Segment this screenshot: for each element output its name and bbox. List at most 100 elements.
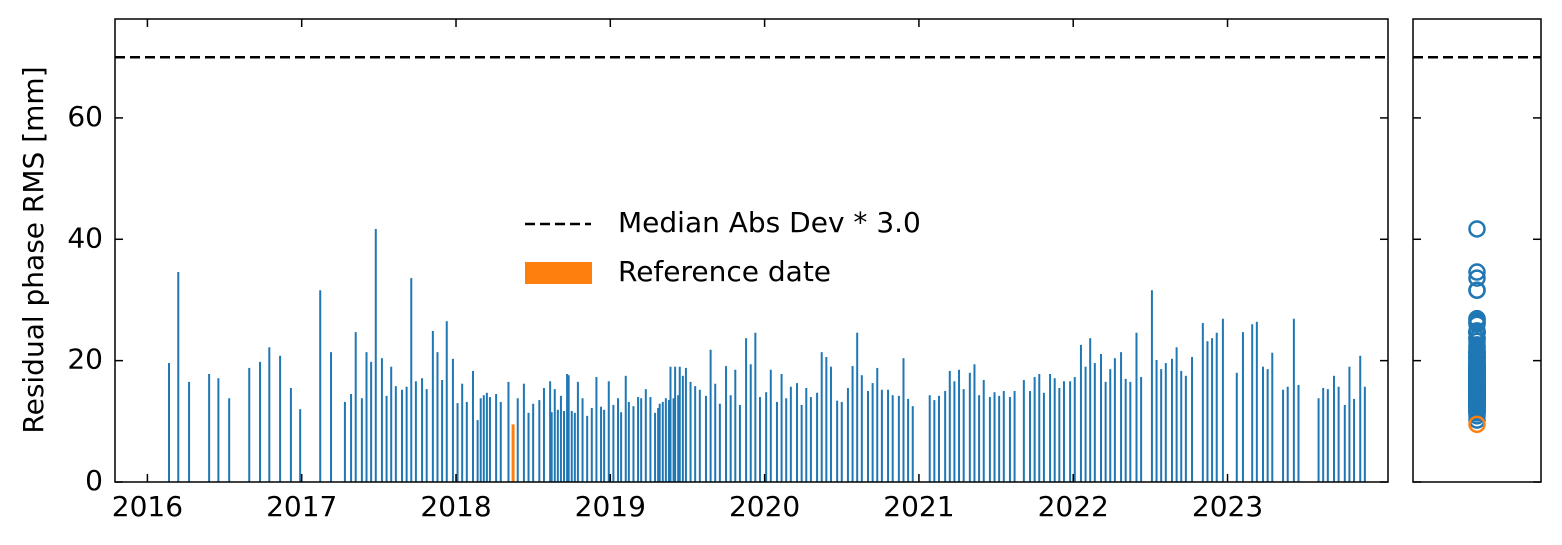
bar	[709, 349, 712, 482]
bar	[1129, 381, 1132, 482]
bar	[1266, 369, 1269, 482]
bar	[451, 358, 454, 482]
bar	[188, 381, 191, 482]
distribution-point	[1468, 323, 1486, 341]
bar	[299, 409, 302, 482]
bar	[532, 403, 535, 482]
bar	[993, 392, 996, 482]
bar	[1206, 341, 1209, 482]
bar	[805, 387, 808, 482]
bar	[729, 395, 732, 482]
bar	[208, 373, 211, 482]
bar	[330, 352, 333, 482]
bar	[689, 381, 692, 482]
x-tick-label: 2017	[266, 490, 337, 523]
bar	[414, 381, 417, 482]
bar	[479, 398, 482, 482]
distribution-point	[1468, 310, 1486, 328]
bar	[485, 392, 488, 482]
bar	[846, 387, 849, 482]
bar	[928, 395, 931, 482]
bar	[461, 383, 464, 482]
bar	[1033, 377, 1036, 482]
bar	[507, 381, 510, 482]
bar	[465, 401, 468, 482]
bar	[445, 321, 448, 482]
bar	[1042, 392, 1045, 482]
bar	[1089, 338, 1092, 482]
bar	[405, 386, 408, 482]
bar	[350, 394, 353, 482]
bar	[1191, 356, 1194, 482]
bar	[851, 366, 854, 482]
distribution-point	[1468, 390, 1486, 408]
x-tick-label: 2020	[729, 490, 800, 523]
bar	[370, 361, 373, 482]
bar	[1038, 373, 1041, 482]
bar	[527, 412, 530, 482]
bar	[612, 404, 615, 482]
bar	[654, 412, 657, 482]
bar	[441, 380, 444, 482]
bar	[789, 386, 792, 482]
bar	[694, 386, 697, 482]
bar	[1235, 372, 1238, 482]
bar	[937, 395, 940, 482]
bar	[973, 364, 976, 482]
bar	[425, 389, 428, 482]
bar	[765, 392, 768, 482]
bar	[644, 389, 647, 482]
x-tick-label: 2021	[883, 490, 954, 523]
bar	[499, 401, 502, 482]
legend-reference-symbol	[525, 262, 592, 284]
bar	[982, 380, 985, 482]
bar	[1353, 398, 1356, 482]
x-tick-label: 2019	[575, 490, 646, 523]
bar	[704, 395, 707, 482]
bar	[1124, 378, 1127, 482]
bar	[1297, 384, 1300, 482]
y-tick-label: 40	[67, 221, 103, 254]
bar	[698, 389, 701, 482]
bar	[177, 272, 180, 482]
bar	[495, 394, 498, 482]
bar	[1180, 370, 1183, 482]
bar	[581, 398, 584, 482]
bar	[880, 389, 883, 482]
bar	[471, 370, 474, 482]
bar	[1255, 321, 1258, 482]
y-axis-label: Residual phase RMS [mm]	[17, 66, 50, 433]
bar	[672, 398, 675, 482]
bar	[1002, 390, 1005, 482]
distribution-point	[1468, 357, 1486, 376]
bar	[566, 373, 569, 482]
bar	[476, 420, 479, 482]
bar	[360, 398, 363, 482]
bar	[394, 386, 397, 482]
bar	[968, 372, 971, 482]
distribution-point	[1468, 377, 1486, 396]
bar	[796, 383, 799, 482]
bar	[168, 363, 171, 482]
bar	[1184, 375, 1187, 482]
bar	[800, 404, 803, 482]
bar	[1164, 363, 1167, 482]
bar	[1332, 375, 1335, 482]
bar	[1241, 332, 1244, 482]
bar	[714, 383, 717, 482]
bar	[1073, 377, 1076, 482]
bar	[436, 352, 439, 482]
bar	[769, 369, 772, 482]
bar	[860, 375, 863, 482]
bar	[902, 358, 905, 482]
bar	[1013, 390, 1016, 482]
bar	[374, 228, 377, 482]
bar	[758, 397, 761, 482]
bar	[1008, 397, 1011, 482]
bar	[911, 406, 914, 482]
bar	[1170, 358, 1173, 482]
bar	[590, 407, 593, 482]
x-tick-label: 2022	[1038, 490, 1109, 523]
distribution-point	[1468, 263, 1486, 281]
bar	[1084, 366, 1087, 482]
